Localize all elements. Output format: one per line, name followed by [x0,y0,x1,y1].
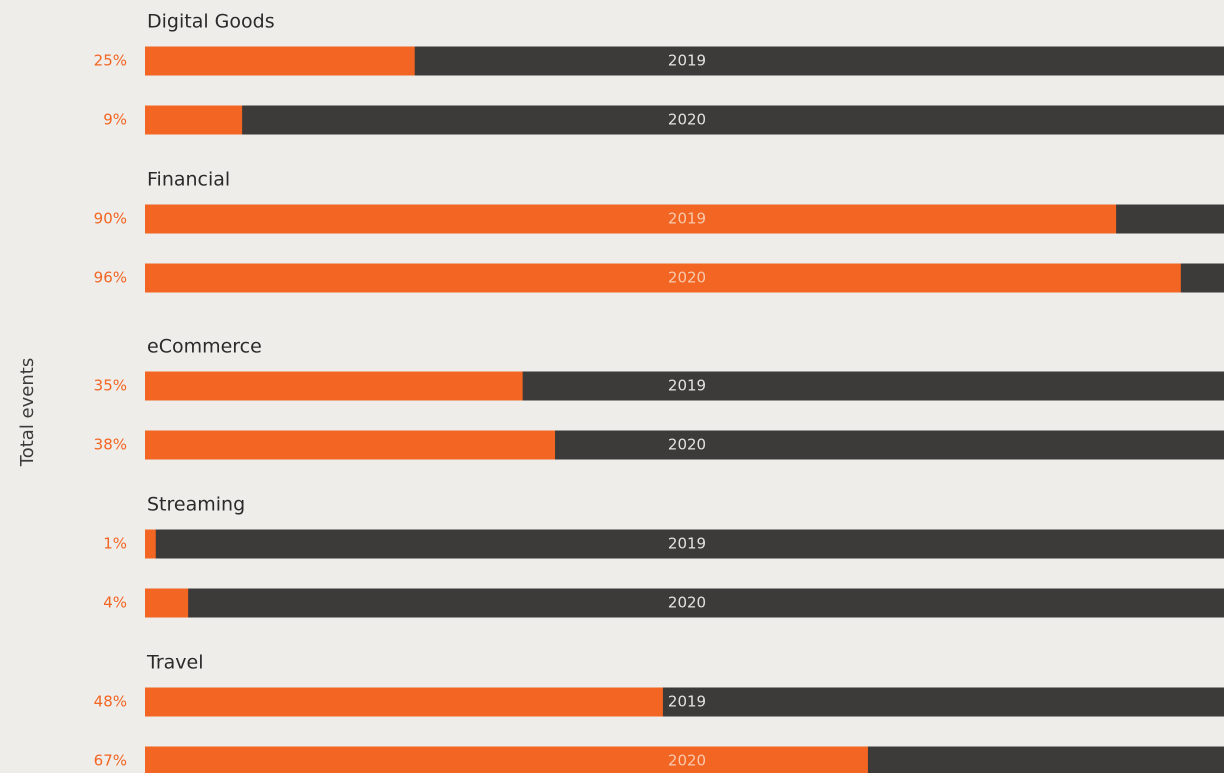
bar [145,105,243,135]
bar [145,687,663,717]
bar-year-label: 2019 [668,52,706,70]
group-title: Financial [147,169,230,191]
bar [145,588,189,618]
group-title: eCommerce [147,336,262,358]
bar [145,746,868,773]
bar-year-label: 2020 [668,111,706,129]
bar [145,430,556,460]
value-label: 90% [94,210,127,228]
bar-year-label: 2020 [668,436,706,454]
value-label: 9% [103,111,127,129]
bar-year-label: 2019 [668,377,706,395]
value-label: 35% [94,377,127,395]
group-title: Digital Goods [147,11,275,33]
group-title: Streaming [147,494,245,516]
value-label: 25% [94,52,127,70]
value-label: 96% [94,269,127,287]
bar [145,529,156,559]
bar-year-label: 2020 [668,269,706,287]
bar-year-label: 2020 [668,594,706,612]
bar-track [145,588,1224,618]
bar [145,204,1117,234]
bar-year-label: 2019 [668,535,706,553]
value-label: 67% [94,752,127,770]
bar-track [145,105,1224,135]
bar-year-label: 2019 [668,210,706,228]
group-title: Travel [146,652,203,674]
bar-year-label: 2020 [668,752,706,770]
value-label: 38% [94,436,127,454]
bar [145,263,1181,293]
y-axis-label: Total events [17,358,38,467]
bar-track [145,529,1224,559]
value-label: 1% [103,535,127,553]
value-label: 4% [103,594,127,612]
bar [145,46,415,76]
value-label: 48% [94,693,127,711]
bar-year-label: 2019 [668,693,706,711]
bar [145,371,523,401]
